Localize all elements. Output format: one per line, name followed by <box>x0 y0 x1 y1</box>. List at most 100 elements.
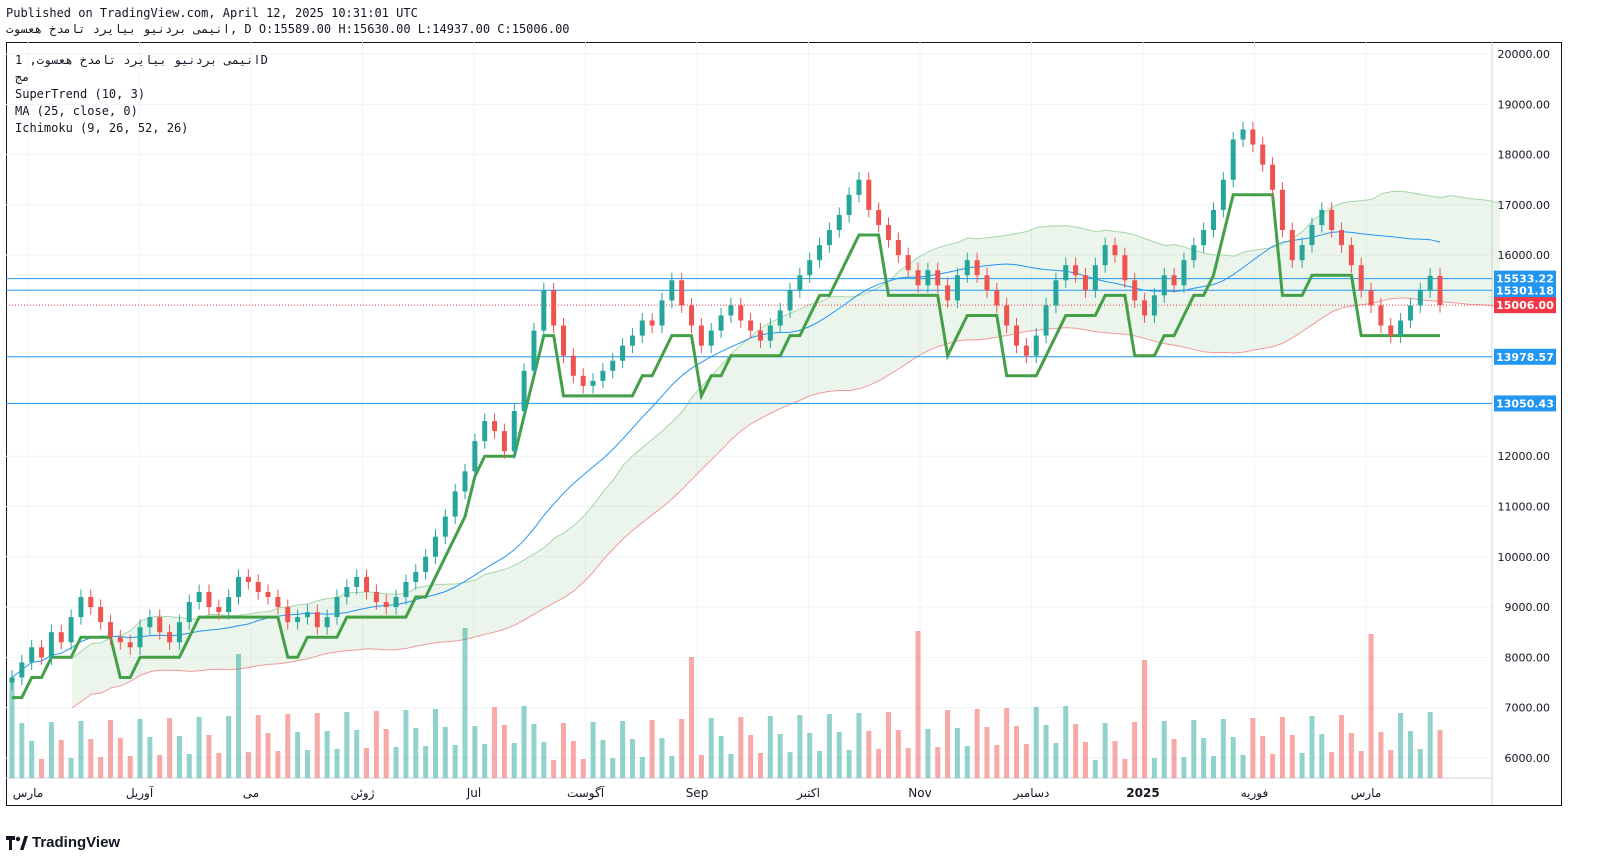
chart[interactable]: 20000.00 19000.00 18000.00 17000.00 16000.00… <box>6 42 1594 824</box>
price-tick-label: 20000.00 <box>1498 48 1551 61</box>
candle-body <box>48 632 54 658</box>
candle-body <box>1368 290 1374 306</box>
volume-bar <box>964 746 970 778</box>
candle-body <box>600 370 606 381</box>
candle-body <box>551 290 557 326</box>
candle-body <box>895 240 901 256</box>
volume-bar <box>304 750 310 778</box>
grid <box>6 42 1493 805</box>
supertrend-line <box>12 193 1440 700</box>
candle-body <box>925 270 931 286</box>
volume-bar <box>157 755 163 778</box>
time-tick-label: آگوست <box>567 785 605 801</box>
candle-body <box>354 576 360 587</box>
volume-bar <box>1053 743 1059 778</box>
volume-bar <box>1220 719 1226 778</box>
volume-bar <box>846 750 852 778</box>
candle-body <box>117 637 123 643</box>
candle-body <box>98 607 104 623</box>
volume-bar <box>442 727 448 778</box>
candle-body <box>39 647 45 658</box>
time-axis[interactable]: مارس آوریل می ژوئن Jul آگوست Sep اکتبر Nov دسامبر… <box>13 785 1382 801</box>
volume-bar <box>1112 741 1118 778</box>
volume-bar <box>265 733 271 778</box>
volume-bar <box>501 725 507 778</box>
legend-supertrend[interactable]: SuperTrend (10, 3) <box>15 87 146 101</box>
candle-body <box>186 602 192 623</box>
candle-body <box>423 556 429 572</box>
volume-bar <box>984 727 990 778</box>
volume-bar <box>1368 634 1374 778</box>
volume-bar <box>364 748 370 778</box>
candle-body <box>974 260 980 276</box>
volume-bar <box>817 751 823 778</box>
volume-bar <box>531 724 537 778</box>
volume-bar <box>1260 736 1266 778</box>
candle-body <box>1279 189 1285 231</box>
volume-bar <box>1014 726 1020 778</box>
volume-bar <box>1004 708 1010 778</box>
volume-bar <box>718 736 724 778</box>
volume-bar <box>295 732 301 778</box>
candle-body <box>885 224 891 241</box>
legend-title[interactable]: انیمی بردنیو بیایرد تامدخ هعسوت, 1D <box>15 53 268 67</box>
candle-body <box>620 345 626 361</box>
candle-body <box>206 591 212 608</box>
legend-ichimoku[interactable]: Ichimoku (9, 26, 52, 26) <box>15 121 189 135</box>
candle-body <box>698 325 704 346</box>
volume-bar <box>492 707 498 778</box>
price-tick-label: 19000.00 <box>1498 98 1551 111</box>
candle-body <box>196 591 202 603</box>
volume-bar <box>1063 706 1069 778</box>
candle-body <box>1082 275 1088 291</box>
level-label: 13978.57 <box>1496 351 1554 364</box>
candle-body <box>738 305 744 321</box>
volume-bar <box>698 755 704 778</box>
volume-bar <box>107 720 113 778</box>
candle-body <box>639 320 645 336</box>
volume-bar <box>1033 707 1039 778</box>
volume-bar <box>1398 713 1404 778</box>
level-label: 13050.43 <box>1496 397 1554 410</box>
candle-body <box>29 647 35 663</box>
volume-bar <box>856 713 862 778</box>
price-tick-label: 16000.00 <box>1498 249 1551 262</box>
symbol-ohlc-line: انیمی بردنیو بیایرد تامدخ هعسوت, D O:155… <box>6 22 570 36</box>
last-price-label: 15006.00 <box>1496 299 1554 312</box>
volume-bar <box>570 741 576 778</box>
candle-body <box>314 612 320 628</box>
chart-border <box>6 42 1562 806</box>
candle-body <box>521 370 527 411</box>
candle-body <box>373 591 379 603</box>
cloud-area <box>72 191 1500 708</box>
candle-body <box>807 260 813 276</box>
price-tick-label: 17000.00 <box>1498 199 1551 212</box>
candle-body <box>669 280 675 301</box>
volume-bar <box>334 749 340 778</box>
volume-bar <box>137 719 143 778</box>
candle-body <box>1191 245 1197 261</box>
candle-body <box>1004 305 1010 326</box>
volume-bar <box>1092 760 1098 778</box>
candle-body <box>718 315 724 331</box>
candle-body <box>659 300 665 326</box>
candle-body <box>964 260 970 276</box>
price-axis[interactable]: 20000.00 19000.00 18000.00 17000.00 16000.00… <box>1498 48 1551 765</box>
volume-bar <box>88 739 94 778</box>
time-tick-label: Nov <box>908 786 931 800</box>
tradingview-logo[interactable]: TradingView <box>6 834 120 851</box>
legend-ma[interactable]: MA (25, close, 0) <box>15 104 138 118</box>
price-tick-label: 6000.00 <box>1505 752 1551 765</box>
volume-bar <box>39 759 45 778</box>
candle-body <box>442 516 448 537</box>
volume-bar <box>580 759 586 778</box>
tradingview-brand: TradingView <box>32 834 121 851</box>
volume-bar <box>413 728 419 778</box>
volume-bar <box>777 734 783 778</box>
candle-body <box>344 586 350 598</box>
candle-body <box>1053 280 1059 306</box>
ma-line <box>11 231 1441 678</box>
volume-bar <box>403 710 409 778</box>
candle-body <box>856 179 862 195</box>
volume-bar <box>48 722 54 778</box>
